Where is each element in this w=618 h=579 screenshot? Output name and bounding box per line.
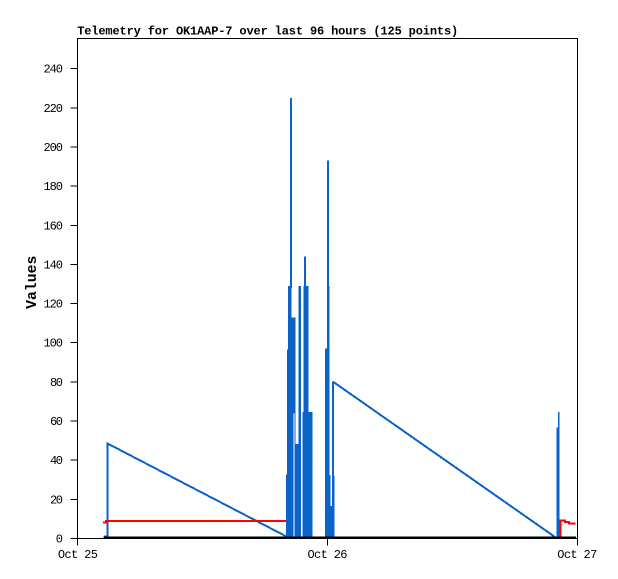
svg-text:20: 20 xyxy=(50,493,63,507)
svg-text:60: 60 xyxy=(50,415,63,429)
svg-text:100: 100 xyxy=(44,337,64,351)
svg-text:200: 200 xyxy=(44,141,64,155)
svg-text:0: 0 xyxy=(56,533,63,547)
svg-text:160: 160 xyxy=(44,219,64,233)
svg-text:80: 80 xyxy=(50,376,63,390)
svg-text:Values: Values xyxy=(25,256,41,309)
svg-text:40: 40 xyxy=(50,454,63,468)
svg-text:240: 240 xyxy=(44,63,64,77)
svg-text:Oct 27: Oct 27 xyxy=(557,548,597,562)
svg-text:180: 180 xyxy=(44,180,64,194)
svg-text:120: 120 xyxy=(44,298,64,312)
svg-text:220: 220 xyxy=(44,102,64,116)
svg-text:Oct 25: Oct 25 xyxy=(58,548,98,562)
svg-text:140: 140 xyxy=(44,258,64,272)
svg-text:Telemetry for OK1AAP-7 over la: Telemetry for OK1AAP-7 over last 96 hour… xyxy=(77,24,458,38)
svg-text:Oct 26: Oct 26 xyxy=(308,548,348,562)
